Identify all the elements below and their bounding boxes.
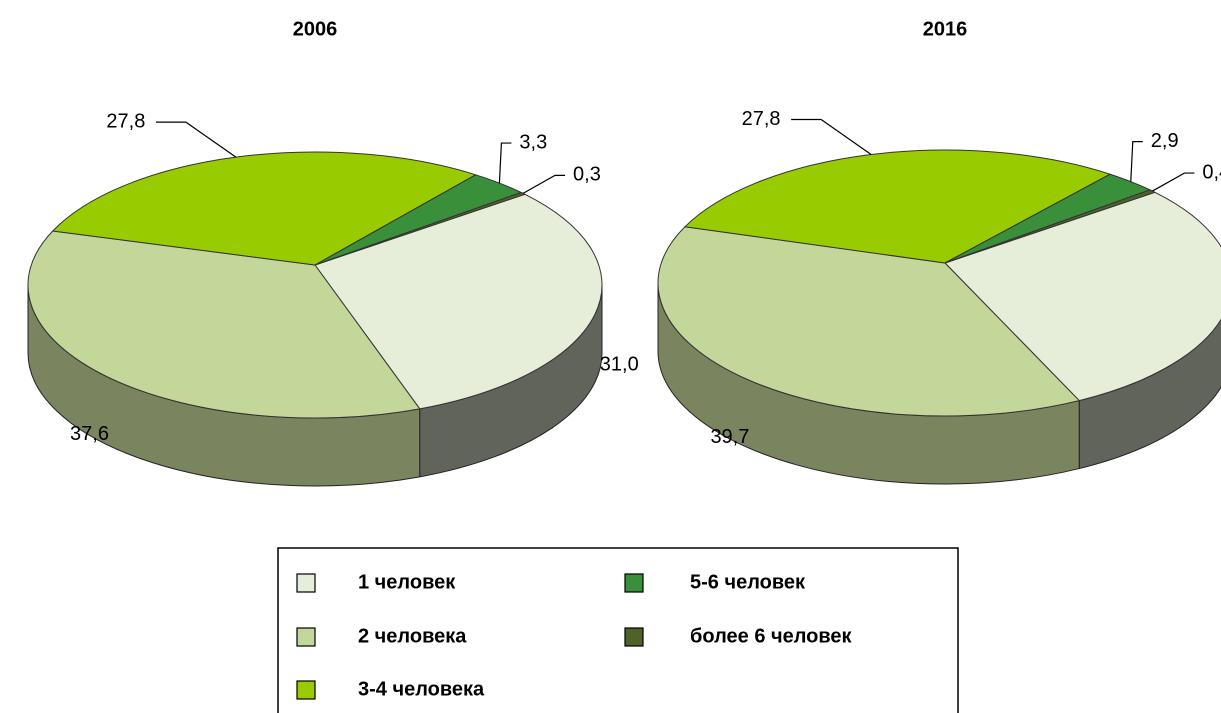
legend-swatch bbox=[624, 573, 644, 593]
legend-label: 3-4 человека bbox=[358, 678, 485, 700]
data-label: 39,7 bbox=[710, 426, 749, 448]
slice bbox=[683, 149, 1112, 264]
legend-label: 5-6 человек bbox=[690, 571, 806, 593]
data-label: 3,3 bbox=[519, 131, 547, 153]
legend-swatch bbox=[624, 627, 644, 647]
slice bbox=[944, 189, 1157, 264]
legend-label: 2 человека bbox=[358, 625, 467, 647]
leader-line bbox=[522, 174, 566, 194]
data-label: 27,8 bbox=[742, 108, 781, 130]
data-label: 31,0 bbox=[600, 354, 639, 376]
slice bbox=[657, 226, 1081, 417]
slice bbox=[27, 230, 421, 419]
data-label: 27,8 bbox=[106, 110, 145, 132]
data-label: 0,4 bbox=[1202, 161, 1221, 183]
data-label: 2,9 bbox=[1151, 130, 1179, 152]
legend-box bbox=[277, 547, 959, 713]
legend-swatch bbox=[296, 627, 316, 647]
leader-line bbox=[155, 121, 237, 158]
slice bbox=[314, 193, 603, 410]
leader-line bbox=[1130, 141, 1143, 182]
leader-line bbox=[498, 142, 512, 184]
legend-label: более 6 человек bbox=[690, 625, 853, 647]
data-label: 0,3 bbox=[573, 164, 601, 186]
legend-swatch bbox=[296, 680, 316, 700]
legend-label: 1 человек bbox=[358, 571, 456, 593]
chart-title: 2006 bbox=[293, 18, 338, 40]
slice bbox=[314, 191, 527, 266]
leader-line bbox=[1152, 172, 1195, 192]
legend-swatch bbox=[296, 573, 316, 593]
data-label: 37,6 bbox=[70, 423, 109, 445]
chart-title: 2016 bbox=[923, 18, 968, 40]
leader-line bbox=[791, 118, 872, 155]
slice bbox=[944, 191, 1221, 402]
